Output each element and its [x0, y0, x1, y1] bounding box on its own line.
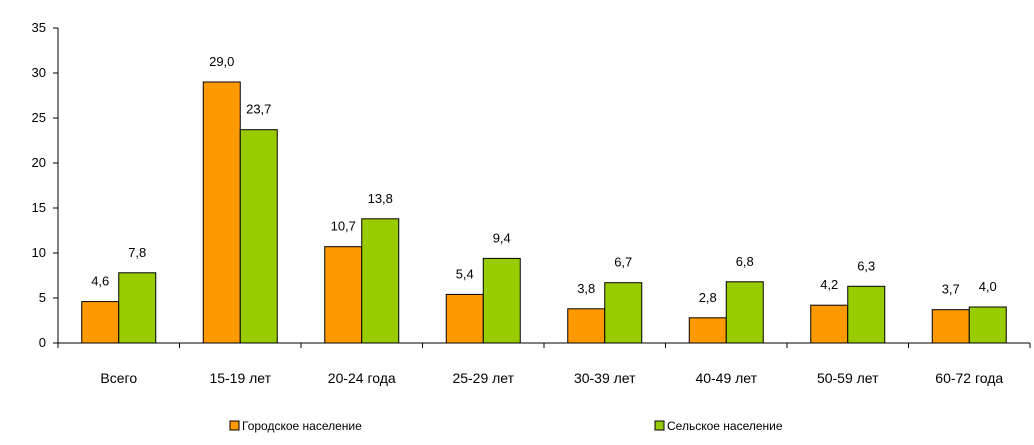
- y-tick-label: 25: [32, 110, 46, 125]
- x-category-label: 20-24 года: [328, 370, 396, 386]
- data-label: 3,8: [577, 281, 595, 296]
- x-category-label: 30-39 лет: [574, 370, 636, 386]
- data-label: 7,8: [128, 245, 146, 260]
- data-label: 4,6: [91, 274, 109, 289]
- bar: [239, 129, 278, 344]
- data-label: 13,8: [368, 191, 393, 206]
- data-label: 3,7: [942, 282, 960, 297]
- data-label: 23,7: [246, 102, 271, 117]
- bar: [482, 257, 521, 344]
- data-label: 4,2: [820, 277, 838, 292]
- bar: [725, 281, 764, 344]
- y-tick-label: 10: [32, 245, 46, 260]
- legend-swatch: [229, 420, 240, 431]
- bar: [81, 301, 120, 344]
- bar: [202, 81, 241, 344]
- bar: [968, 306, 1007, 344]
- data-label: 2,8: [699, 290, 717, 305]
- y-tick-label: 35: [32, 20, 46, 35]
- legend-swatch: [654, 420, 665, 431]
- bar: [688, 317, 727, 344]
- bar: [324, 246, 363, 344]
- data-label: 5,4: [456, 266, 474, 281]
- x-category-label: 60-72 года: [935, 370, 1003, 386]
- bar: [931, 309, 970, 344]
- data-label: 9,4: [493, 230, 511, 245]
- x-category-label: 15-19 лет: [209, 370, 271, 386]
- data-label: 29,0: [209, 54, 234, 69]
- y-tick-label: 20: [32, 155, 46, 170]
- bar: [118, 272, 157, 344]
- data-label: 4,0: [979, 279, 997, 294]
- legend-entry: Городское население: [242, 419, 362, 433]
- y-tick-label: 30: [32, 65, 46, 80]
- data-label: 6,3: [857, 258, 875, 273]
- bar: [567, 308, 606, 344]
- bar: [361, 218, 400, 344]
- legend-entry: Сельское население: [667, 419, 783, 433]
- y-tick-label: 5: [39, 290, 46, 305]
- data-label: 6,8: [736, 254, 754, 269]
- data-label: 10,7: [331, 219, 356, 234]
- x-category-label: 40-49 лет: [695, 370, 757, 386]
- y-tick-label: 0: [39, 335, 46, 350]
- x-category-label: 25-29 лет: [452, 370, 514, 386]
- data-label: 6,7: [614, 255, 632, 270]
- x-category-label: 50-59 лет: [817, 370, 879, 386]
- bar: [847, 285, 886, 344]
- bar: [810, 304, 849, 344]
- bar: [445, 293, 484, 344]
- x-category-label: Всего: [100, 370, 137, 386]
- y-tick-label: 15: [32, 200, 46, 215]
- bar: [604, 282, 643, 344]
